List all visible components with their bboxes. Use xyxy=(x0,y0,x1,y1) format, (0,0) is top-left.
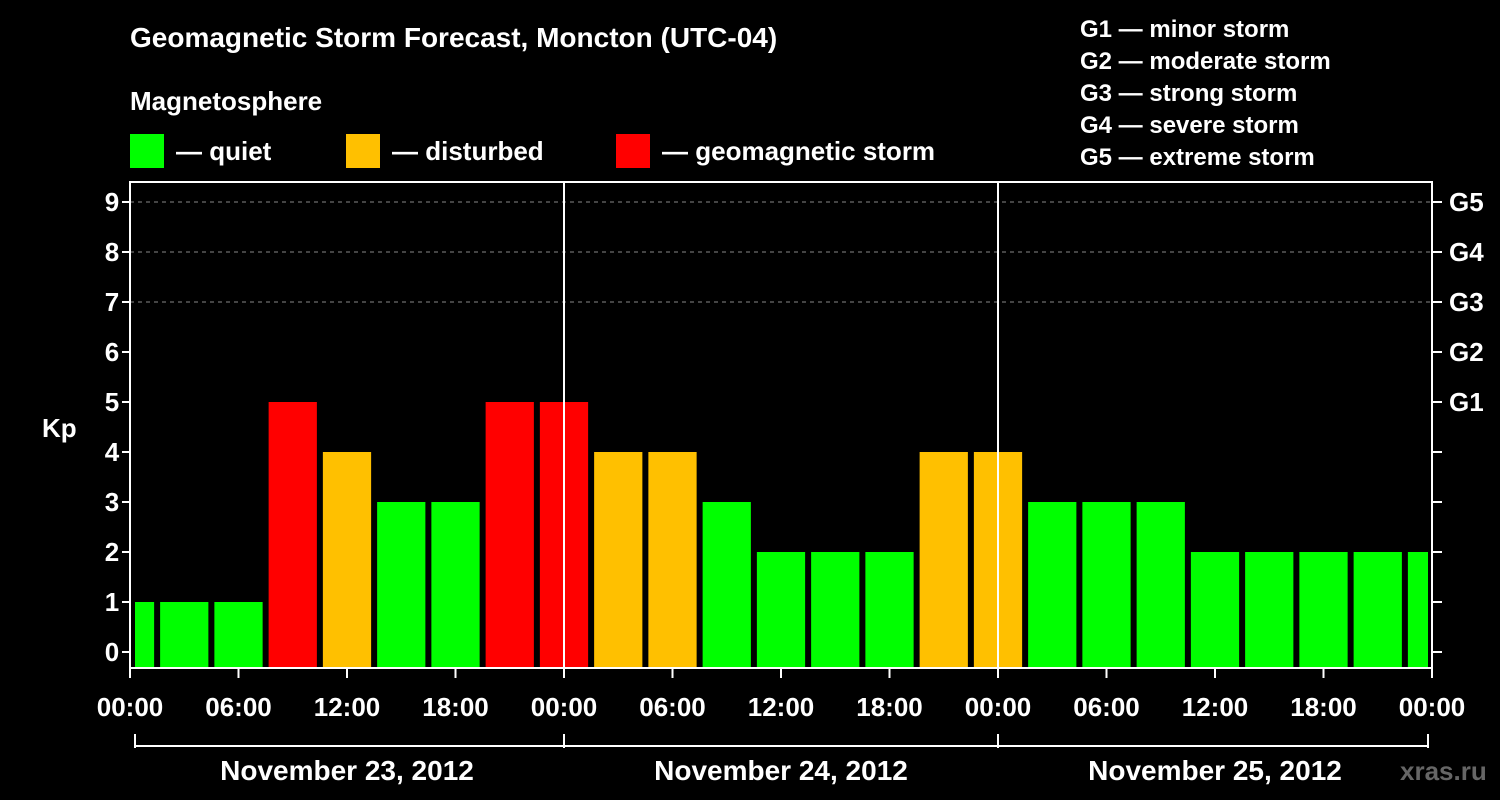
right-axis-label-3: G4 xyxy=(1449,237,1484,267)
bar-18 xyxy=(1082,502,1131,668)
bar-15 xyxy=(919,452,968,668)
bar-17 xyxy=(1028,502,1077,668)
page-title: Geomagnetic Storm Forecast, Moncton (UTC… xyxy=(130,22,778,53)
bar-0 xyxy=(135,602,155,668)
y-tick-label-9: 9 xyxy=(105,187,119,217)
bar-9 xyxy=(594,452,643,668)
y-tick-label-2: 2 xyxy=(105,537,119,567)
y-tick-label-7: 7 xyxy=(105,287,119,317)
bar-23 xyxy=(1353,552,1402,668)
legend-swatch-quiet xyxy=(130,134,164,168)
bar-13 xyxy=(811,552,860,668)
right-axis-label-2: G3 xyxy=(1449,287,1484,317)
right-axis-label-4: G5 xyxy=(1449,187,1484,217)
legend-label-quiet: — quiet xyxy=(176,135,272,166)
bar-4 xyxy=(322,452,372,668)
bar-19 xyxy=(1136,502,1185,668)
y-tick-label-8: 8 xyxy=(105,237,119,267)
y-tick-label-5: 5 xyxy=(105,387,119,417)
x-tick-label-10: 12:00 xyxy=(1182,692,1249,722)
x-tick-label-7: 18:00 xyxy=(856,692,923,722)
watermark: xras.ru xyxy=(1400,756,1487,786)
legend-label-disturbed: — disturbed xyxy=(392,135,544,166)
bar-22 xyxy=(1299,552,1348,668)
x-tick-label-1: 06:00 xyxy=(205,692,272,722)
x-tick-label-3: 18:00 xyxy=(422,692,489,722)
x-tick-label-11: 18:00 xyxy=(1290,692,1357,722)
y-axis-label: Kp xyxy=(42,413,77,443)
x-tick-label-2: 12:00 xyxy=(314,692,381,722)
legend-item-storm: — geomagnetic storm xyxy=(616,134,935,168)
x-tick-label-9: 06:00 xyxy=(1073,692,1140,722)
bar-1 xyxy=(160,602,209,668)
bar-7 xyxy=(485,402,534,668)
x-tick-label-0: 00:00 xyxy=(97,692,164,722)
y-tick-label-6: 6 xyxy=(105,337,119,367)
right-axis-label-1: G2 xyxy=(1449,337,1484,367)
day-label-0: November 23, 2012 xyxy=(220,755,474,786)
x-tick-label-5: 06:00 xyxy=(639,692,706,722)
bar-21 xyxy=(1245,552,1294,668)
legend-swatch-disturbed xyxy=(346,134,380,168)
legend-label-storm: — geomagnetic storm xyxy=(662,135,936,166)
bar-24 xyxy=(1407,552,1428,668)
bar-5 xyxy=(377,502,426,668)
x-tick-label-6: 12:00 xyxy=(748,692,815,722)
y-tick-label-0: 0 xyxy=(105,637,119,667)
legend-swatch-storm xyxy=(616,134,650,168)
day-label-2: November 25, 2012 xyxy=(1088,755,1342,786)
bar-11 xyxy=(702,502,751,668)
legend-item-disturbed: — disturbed xyxy=(346,134,544,168)
x-tick-label-8: 00:00 xyxy=(965,692,1032,722)
bar-10 xyxy=(648,452,697,668)
right-axis-label-0: G1 xyxy=(1449,387,1484,417)
storm-scale-g3: G3 — strong storm xyxy=(1080,80,1298,107)
legend-item-quiet: — quiet xyxy=(130,134,271,168)
bar-3 xyxy=(268,402,317,668)
storm-scale-g5: G5 — extreme storm xyxy=(1080,144,1315,171)
x-tick-label-12: 00:00 xyxy=(1399,692,1466,722)
storm-scale-g2: G2 — moderate storm xyxy=(1080,48,1331,75)
bar-6 xyxy=(431,502,480,668)
x-tick-label-4: 00:00 xyxy=(531,692,598,722)
day-label-1: November 24, 2012 xyxy=(654,755,908,786)
y-tick-label-4: 4 xyxy=(105,437,120,467)
y-tick-label-3: 3 xyxy=(105,487,119,517)
bar-14 xyxy=(865,552,914,668)
bar-2 xyxy=(214,602,263,668)
bar-20 xyxy=(1190,552,1240,668)
legend-title: Magnetosphere xyxy=(130,86,323,116)
storm-scale-g1: G1 — minor storm xyxy=(1080,16,1290,43)
y-tick-label-1: 1 xyxy=(105,587,119,617)
storm-scale-legend: G1 — minor storm G2 — moderate storm G3 … xyxy=(1080,14,1331,174)
storm-scale-g4: G4 — severe storm xyxy=(1080,112,1299,139)
bar-12 xyxy=(756,552,806,668)
